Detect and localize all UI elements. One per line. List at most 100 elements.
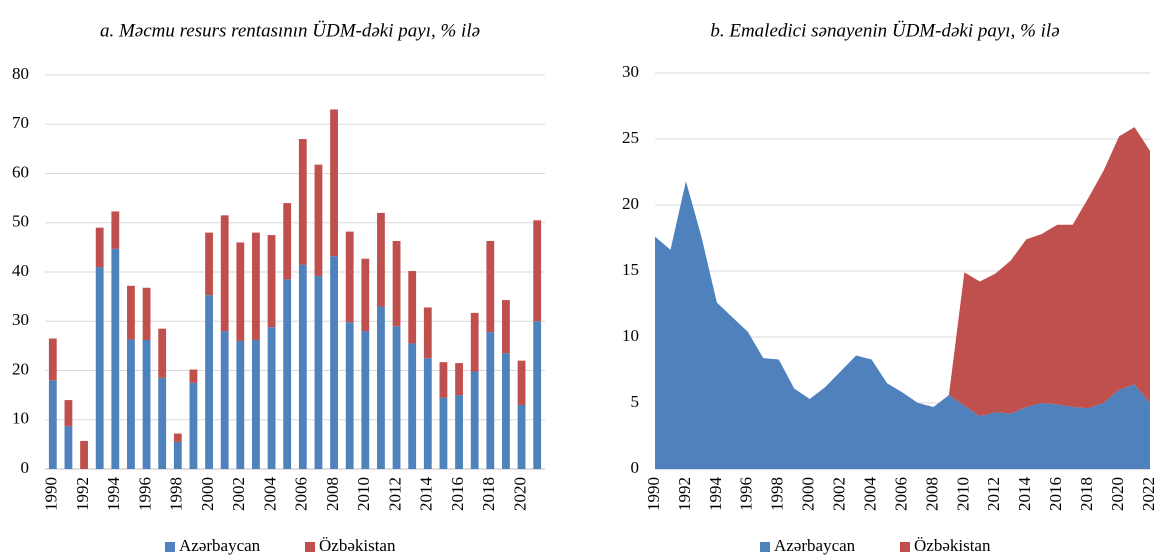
bar-segment [48, 338, 57, 381]
bar-segment [502, 353, 510, 469]
bar-segment [283, 203, 292, 280]
bar-segment [64, 400, 73, 427]
y-tick-label: 70 [12, 113, 29, 132]
x-tick-label: 2014 [1015, 477, 1034, 512]
x-tick-label: 1998 [167, 477, 186, 511]
x-tick-label: 2016 [448, 477, 467, 511]
x-tick-label: 1992 [73, 477, 92, 511]
y-tick-label: 5 [631, 392, 640, 411]
bar-segment [361, 331, 370, 469]
x-tick-label: 2002 [830, 477, 849, 511]
bar-segment [205, 295, 213, 469]
legend-swatch [305, 542, 315, 552]
y-tick-label: 60 [12, 162, 29, 181]
bar-segment [142, 287, 151, 340]
bar-segment [533, 321, 542, 469]
bar-segment [252, 232, 260, 340]
bar-segment [345, 322, 354, 469]
x-tick-label: 2018 [1077, 477, 1096, 511]
bar-segment [158, 328, 167, 378]
x-tick-label: 2020 [1108, 477, 1127, 511]
x-tick-label: 1990 [42, 477, 61, 511]
x-tick-label: 2000 [799, 477, 818, 511]
legend-swatch [165, 542, 175, 552]
bar-segment [142, 339, 151, 469]
bar-segment [189, 382, 198, 469]
y-tick-label: 20 [12, 359, 29, 378]
bar-segment [127, 339, 135, 469]
bar-segment [377, 306, 385, 469]
bar-segment [267, 235, 276, 328]
x-tick-label: 1998 [768, 477, 787, 511]
bar-segment [408, 271, 417, 344]
bar-segment [64, 426, 73, 469]
y-tick-label: 0 [631, 458, 640, 477]
y-tick-label: 40 [12, 261, 29, 280]
y-tick-label: 20 [622, 194, 639, 213]
x-tick-label: 2002 [229, 477, 248, 511]
bar-segment [423, 307, 432, 359]
bar-segment [392, 240, 401, 327]
y-tick-label: 0 [21, 458, 30, 477]
bar-segment [111, 248, 120, 469]
bar-segment [220, 215, 229, 332]
bar-segment [236, 340, 245, 469]
bar-segment [470, 371, 479, 469]
x-tick-label: 1994 [104, 477, 123, 512]
bar-segment [314, 275, 323, 469]
legend-label: Azərbaycan [179, 536, 261, 555]
bar-segment [298, 139, 307, 265]
y-tick-label: 80 [12, 64, 29, 83]
bar-segment [298, 264, 307, 469]
x-tick-label: 1992 [675, 477, 694, 511]
bar-segment [330, 256, 338, 469]
legend-label: Özbəkistan [914, 536, 991, 555]
bar-segment [220, 331, 229, 469]
bar-segment [189, 369, 198, 383]
bar-segment [423, 358, 432, 469]
bar-segment [330, 109, 338, 257]
legend-label: Azərbaycan [774, 536, 856, 555]
bar-segment [392, 326, 401, 469]
x-tick-label: 2004 [260, 477, 279, 512]
bar-segment [205, 232, 213, 296]
bar-segment [158, 377, 167, 469]
bar-segment [283, 279, 292, 469]
x-tick-label: 2012 [984, 477, 1003, 511]
bar-segment [439, 397, 448, 469]
area [655, 181, 1150, 470]
bar-segment [48, 380, 57, 469]
legend-swatch [900, 542, 910, 552]
x-tick-label: 1996 [135, 477, 154, 511]
x-tick-label: 2010 [953, 477, 972, 511]
y-tick-label: 30 [12, 310, 29, 329]
x-tick-label: 2020 [510, 477, 529, 511]
y-tick-label: 25 [622, 128, 639, 147]
bar-segment [95, 267, 104, 469]
bar-segment [470, 312, 479, 372]
bar-segment [455, 395, 463, 469]
x-tick-label: 2008 [323, 477, 342, 511]
bar-segment [455, 363, 463, 396]
bar-segment [345, 231, 354, 323]
bar-segment [439, 362, 448, 398]
chart-title: b. Emaledici sənayenin ÜDM-dəki payı, % … [710, 20, 1059, 41]
bar-segment [80, 440, 88, 469]
x-tick-label: 1990 [644, 477, 663, 511]
bar-segment [517, 404, 526, 469]
x-tick-label: 2004 [860, 477, 879, 512]
bar-segment [127, 285, 135, 340]
chart-title: a. Məcmu resurs rentasının ÜDM-dəki payı… [100, 20, 480, 41]
bar-segment [95, 227, 104, 268]
bar-segment [314, 164, 323, 276]
y-tick-label: 10 [12, 409, 29, 428]
bar-segment [408, 343, 417, 469]
bar-segment [533, 220, 542, 322]
bar-segment [252, 339, 260, 469]
bar-segment [173, 433, 182, 442]
x-tick-label: 1996 [737, 477, 756, 511]
bar-segment [502, 300, 510, 354]
x-tick-label: 2000 [198, 477, 217, 511]
bar-segment [486, 240, 495, 333]
bar-segment [517, 360, 526, 405]
